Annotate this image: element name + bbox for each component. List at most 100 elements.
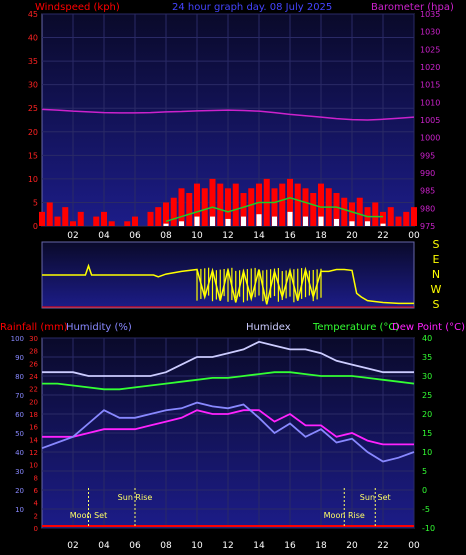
x-tick-label: 16 (284, 231, 296, 241)
rainfall-tick-label: 4 (34, 500, 39, 508)
barometer-tick-label: 1035 (420, 10, 440, 19)
event-label: Moon Rise (324, 511, 365, 520)
barometer-line (41, 108, 415, 121)
windspeed-tick-label: 40 (28, 34, 38, 43)
windspeed-tick-label: 0 (33, 222, 38, 231)
compass-label: S (433, 298, 440, 311)
rainfall-tick-label: 22 (29, 386, 38, 394)
temperature-tick-label: 5 (422, 467, 427, 476)
x-tick-label: 02 (67, 541, 78, 551)
x-tick-label: 20 (346, 541, 358, 551)
humidity-tick-label: 50 (15, 430, 24, 438)
temperature-tick-label: 30 (422, 372, 432, 381)
temperature-tick-label: 35 (422, 353, 432, 362)
barometer-tick-label: 1010 (420, 98, 440, 107)
x-tick-label: 22 (377, 231, 388, 241)
barometer-tick-label: 1030 (420, 28, 440, 37)
barometer-tick-label: 990 (420, 169, 435, 178)
temperature-tick-label: 20 (422, 410, 432, 419)
event-label: Sun Set (360, 493, 391, 502)
humidex-legend: Humidex (246, 322, 291, 333)
humidity-line (41, 401, 415, 463)
humidity-tick-label: 100 (11, 335, 24, 343)
x-tick-label: 14 (253, 541, 265, 551)
x-tick-label: 00 (408, 231, 420, 241)
x-tick-label: 14 (253, 231, 265, 241)
windspeed-tick-label: 25 (28, 104, 38, 113)
temperature-tick-label: 15 (422, 429, 432, 438)
barometer-tick-label: 1020 (420, 63, 440, 72)
rainfall-tick-label: 14 (29, 436, 38, 444)
rainfall-tick-label: 8 (34, 474, 38, 482)
barometer-tick-label: 995 (420, 151, 435, 160)
x-tick-label: 12 (222, 231, 233, 241)
windspeed-tick-label: 15 (28, 151, 38, 160)
temperature-legend: Temperature (°C) (312, 322, 399, 333)
rainfall-legend: Rainfall (mm) (0, 322, 68, 333)
rainfall-tick-label: 0 (34, 525, 38, 533)
barometer-tick-label: 975 (420, 222, 435, 231)
x-tick-label: 06 (129, 231, 141, 241)
chart-title: 24 hour graph day. 08 July 2025 (172, 2, 332, 13)
dewpoint-legend: Dew Point (°C) (392, 322, 465, 333)
rainfall-tick-label: 24 (29, 373, 38, 381)
windspeed-tick-label: 30 (28, 81, 38, 90)
barometer-tick-label: 1005 (420, 116, 440, 125)
humidity-tick-label: 10 (15, 506, 24, 514)
temperature-c-line (42, 371, 415, 391)
temperature-tick-label: -5 (422, 505, 430, 514)
barometer-tick-label: 980 (420, 204, 435, 213)
humidity-tick-label: 70 (15, 392, 24, 400)
x-tick-label: 18 (315, 231, 327, 241)
x-tick-label: 06 (129, 541, 141, 551)
x-tick-label: 22 (377, 541, 388, 551)
dew-point-c-line (42, 409, 414, 446)
barometer-tick-label: 1025 (420, 45, 440, 54)
temperature-tick-label: -10 (422, 524, 435, 533)
x-tick-label: 10 (191, 541, 203, 551)
x-tick-label: 16 (284, 541, 296, 551)
windspeed-tick-label: 20 (28, 128, 38, 137)
event-label: Moon Set (70, 511, 107, 520)
rainfall-tick-label: 10 (29, 462, 38, 470)
wind-avg-line (165, 196, 383, 223)
humidity-tick-label: 60 (15, 411, 24, 419)
compass-label: W (431, 283, 442, 296)
barometer-tick-label: 985 (420, 187, 435, 196)
x-tick-label: 18 (315, 541, 327, 551)
rainfall-tick-label: 18 (29, 411, 38, 419)
rainfall-tick-label: 6 (34, 487, 39, 495)
x-tick-label: 04 (98, 541, 110, 551)
temperature-tick-label: 40 (422, 334, 432, 343)
x-tick-label: 04 (98, 231, 110, 241)
x-tick-label: 02 (67, 231, 78, 241)
rainfall-tick-label: 30 (29, 335, 38, 343)
barometer-axis-label: Barometer (hpa) (371, 2, 454, 13)
windspeed-axis-label: Windspeed (kph) (35, 2, 120, 13)
humidity-legend: Humidity (%) (66, 322, 132, 333)
x-tick-label: 12 (222, 541, 233, 551)
windspeed-tick-label: 45 (28, 10, 38, 19)
rainfall-tick-label: 16 (29, 424, 38, 432)
wind-barometer-panel: Windspeed (kph) 24 hour graph day. 08 Ju… (28, 2, 454, 241)
rainfall-tick-label: 20 (29, 398, 38, 406)
temperature-tick-label: 10 (422, 448, 432, 457)
humidity-tick-label: 80 (15, 373, 24, 381)
windspeed-tick-label: 5 (33, 198, 38, 207)
event-label: Sun Rise (118, 493, 153, 502)
x-tick-label: 10 (191, 231, 203, 241)
rainfall-tick-label: 28 (29, 348, 38, 356)
barometer-tick-label: 1000 (420, 134, 440, 143)
barometer-tick-label: 1015 (420, 81, 440, 90)
humidity-tick-label: 30 (15, 468, 24, 476)
rainfall-tick-label: 12 (29, 449, 38, 457)
rainfall-tick-label: 2 (34, 512, 38, 520)
humidity-tick-label: 90 (15, 354, 24, 362)
compass-label: S (433, 238, 440, 251)
windspeed-tick-label: 35 (28, 57, 38, 66)
humidity-tick-label: 40 (15, 449, 24, 457)
humidity-tick-label: 20 (15, 487, 24, 495)
x-tick-label: 20 (346, 231, 358, 241)
